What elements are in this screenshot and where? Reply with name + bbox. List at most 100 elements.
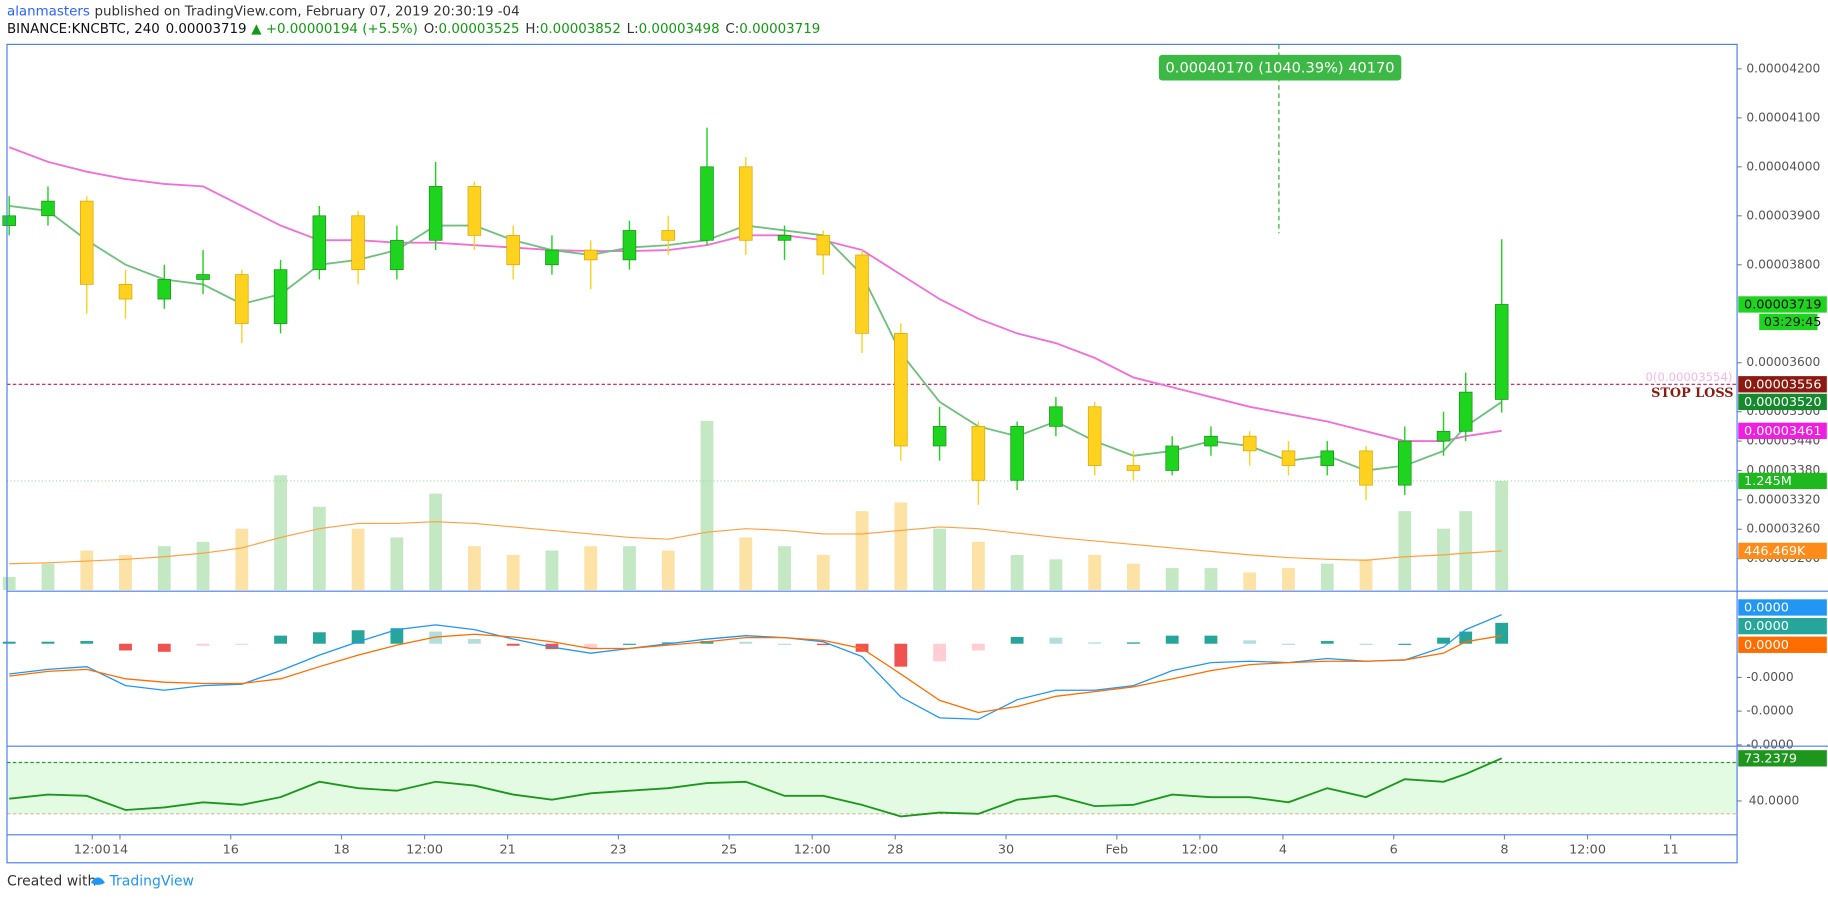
candle-body	[1204, 435, 1218, 447]
y-tick-label: 0.00003900	[1746, 208, 1820, 222]
macd-histogram-bar	[816, 643, 830, 646]
candle-body	[894, 332, 908, 447]
macd-histogram-bar	[41, 641, 55, 644]
candle-body	[1398, 440, 1412, 486]
volume-bar	[1495, 480, 1509, 590]
macd-histogram-bar	[661, 642, 675, 644]
macd-histogram-bar	[235, 643, 249, 645]
ohlc-key: H:	[525, 22, 540, 37]
x-tick-label: 8	[1500, 842, 1508, 857]
volume-bar	[1010, 554, 1024, 590]
candle-body	[1126, 465, 1141, 471]
volume-bar	[41, 563, 55, 590]
published: published on TradingView.com, February 0…	[94, 5, 519, 20]
volume-bar	[1359, 559, 1373, 590]
macd-histogram-bar	[506, 643, 520, 646]
x-tick-label: 30	[998, 842, 1014, 857]
candle-body	[1320, 450, 1335, 466]
candle-body	[816, 235, 831, 256]
volume-ma	[9, 521, 1502, 565]
volume-bar	[196, 541, 210, 590]
macd-line	[9, 614, 1502, 720]
macd-histogram-bar	[971, 643, 985, 651]
footer-brand[interactable]: TradingView	[109, 873, 194, 889]
volume-bar	[933, 528, 947, 590]
x-tick-label: 14	[112, 842, 128, 857]
candle-body	[506, 235, 520, 266]
measure-text: 0.00040170 (1040.39%) 40170	[1166, 59, 1395, 76]
price-tag: 0.0000	[1744, 619, 1789, 634]
candle-body	[312, 215, 327, 271]
stop-loss-text: STOP LOSS	[1651, 386, 1733, 401]
price-tag: 446.469K	[1744, 544, 1806, 559]
candle-body	[1087, 406, 1102, 466]
volume-bar	[1049, 559, 1063, 590]
countdown: 03:29:45	[1764, 315, 1822, 330]
volume-bar	[429, 493, 443, 590]
candle-body	[1494, 304, 1509, 400]
volume-bar	[467, 546, 481, 590]
macd-histogram-bar	[312, 632, 326, 644]
price-tag: 0.00003461	[1744, 424, 1821, 439]
candle-body	[273, 269, 288, 324]
x-tick-label: 25	[721, 842, 737, 857]
volume-bar	[1459, 511, 1473, 590]
macd-histogram-bar	[739, 641, 753, 644]
pane-border	[6, 43, 1738, 864]
y-tick-label: 0.00003600	[1746, 355, 1820, 369]
author[interactable]: alanmasters	[7, 5, 90, 20]
ohlc-key: O:	[424, 22, 439, 37]
candle-body	[41, 200, 55, 217]
macd-histogram-bar	[1010, 636, 1024, 644]
volume-bar	[1398, 511, 1412, 590]
ohlc-value: 0.00003498	[639, 22, 720, 37]
price-tag-box	[1738, 393, 1827, 411]
ma-fast	[9, 205, 1503, 472]
macd-histogram-bar	[80, 641, 94, 644]
price-tag: 0.00003719	[1744, 298, 1821, 313]
volume-bar	[894, 502, 908, 590]
candle-body	[467, 186, 482, 236]
candle-body	[1281, 450, 1296, 466]
volume-bar	[623, 546, 636, 590]
macd-histogram-bar	[2, 641, 16, 644]
candle-body	[971, 426, 986, 481]
y-tick-label: -0.0000	[1746, 737, 1793, 751]
volume-bar	[157, 546, 171, 590]
candle-body	[118, 284, 133, 300]
candle-body	[1010, 426, 1024, 481]
macd-histogram-bar	[1320, 641, 1334, 644]
volume-bar	[1127, 563, 1140, 590]
candle-body	[428, 186, 443, 241]
volume-bar	[1282, 568, 1295, 590]
x-tick-label: 12:00	[1569, 842, 1606, 857]
candle-body	[622, 230, 637, 261]
macd-histogram-bar	[119, 643, 132, 651]
volume-bar	[855, 511, 869, 590]
volume-bar	[351, 528, 365, 590]
y-tick-label: 0.00003320	[1746, 492, 1820, 506]
candle-body	[1458, 391, 1473, 432]
volume-bar	[2, 576, 16, 590]
layers: 12:00 14 16 18 12:00 21 23 25 12:00 28 30 Feb 12:00 4…	[2, 61, 1827, 857]
price-tag-box	[1738, 376, 1827, 393]
x-tick-label: 6	[1390, 842, 1398, 857]
volume-bar	[506, 554, 520, 590]
price-tag-box	[1738, 617, 1827, 635]
volume-bar	[1320, 563, 1334, 590]
macd-histogram-bar	[390, 628, 404, 644]
candle-body	[661, 230, 675, 241]
macd-histogram-bar	[1127, 642, 1140, 644]
x-tick-label: 4	[1279, 842, 1287, 857]
macd-histogram-bar	[274, 635, 287, 644]
price-tag-box	[1738, 472, 1827, 490]
candle-body	[1242, 435, 1257, 452]
ohlc-value: 0.00003719	[739, 22, 820, 37]
volume-bar	[661, 550, 675, 590]
symbol: BINANCE:KNCBTC, 240	[7, 22, 160, 37]
y-tick-label: 0.00004100	[1746, 110, 1820, 124]
footer-logo	[90, 877, 105, 885]
